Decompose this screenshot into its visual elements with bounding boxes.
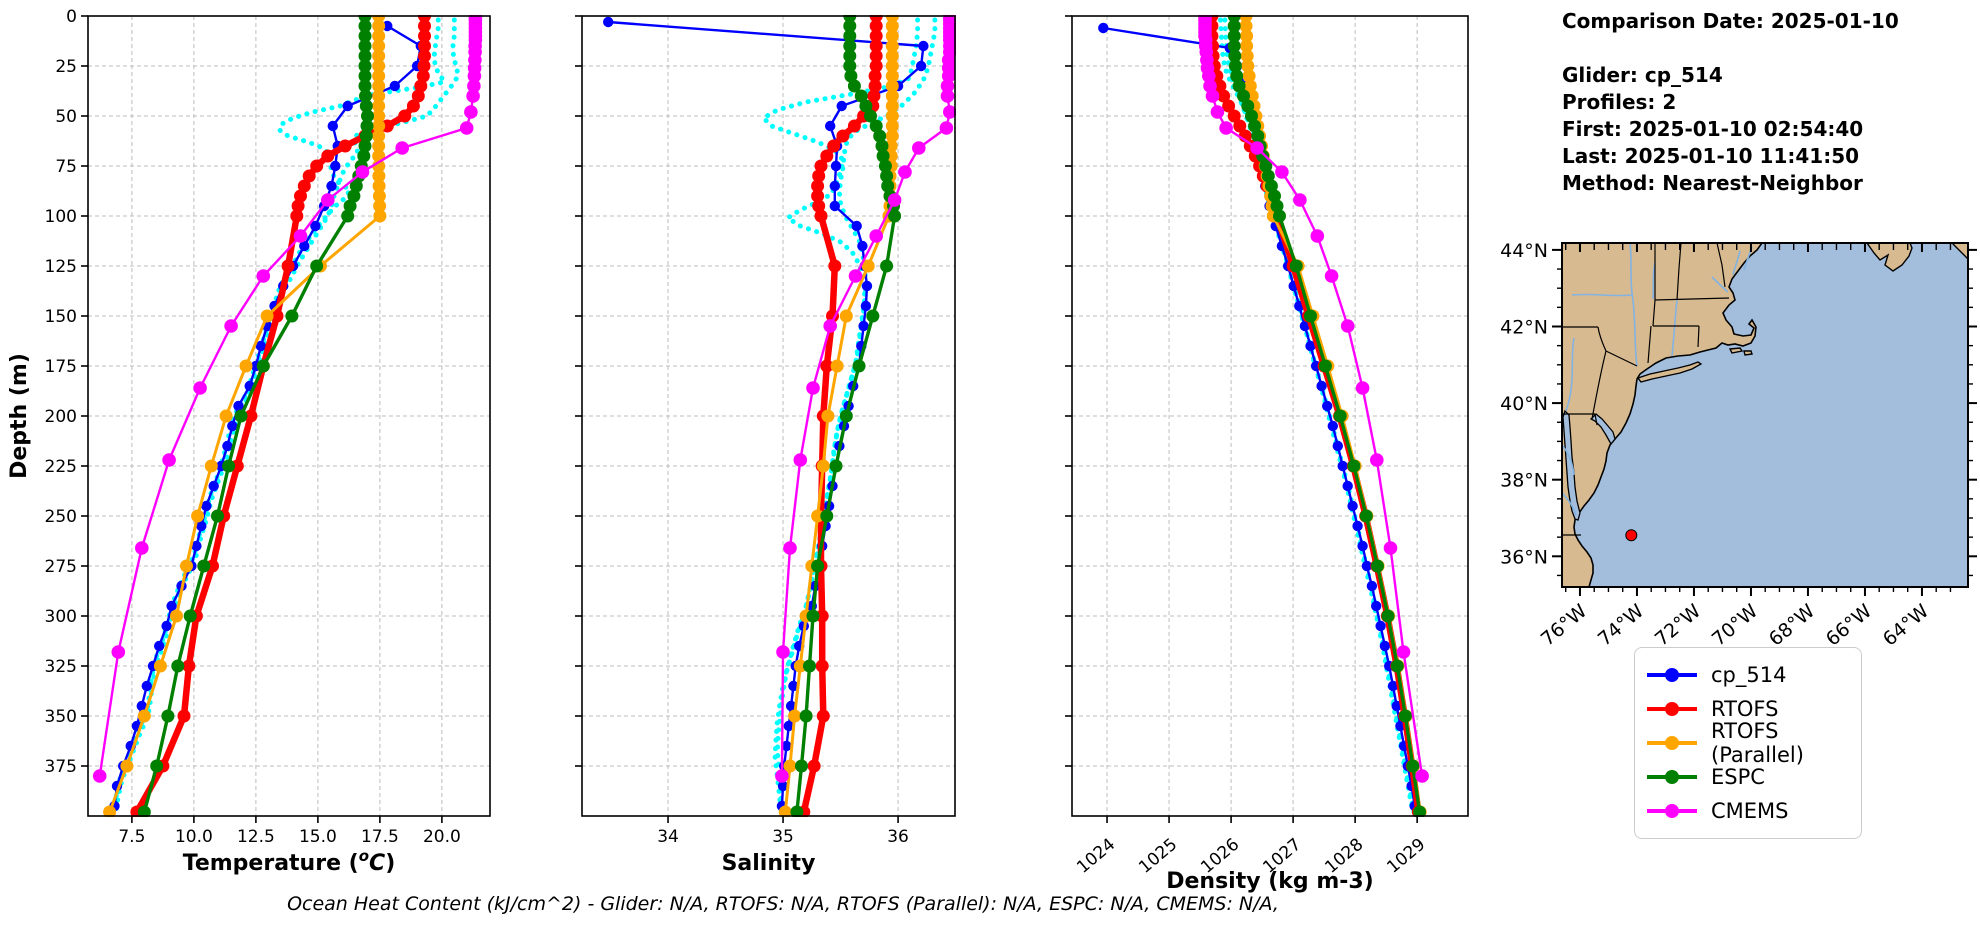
legend-item-espc: ESPC: [1647, 760, 1847, 794]
info-comparison-date: Comparison Date: 2025-01-10: [1562, 9, 1899, 33]
svg-text:175: 175: [45, 357, 77, 377]
svg-text:0: 0: [66, 7, 77, 27]
map-geography: [1562, 243, 1968, 587]
legend-item-glider: cp_514: [1647, 658, 1847, 692]
map-rivers: [1562, 243, 1753, 516]
legend-label: cp_514: [1711, 663, 1787, 687]
map-lat-label: 38°N: [1500, 470, 1548, 492]
map-lon-label: 72°W: [1651, 600, 1705, 651]
info-spacer: [1562, 35, 1962, 62]
depth-axis-label: Depth (m): [7, 353, 32, 479]
svg-text:36: 36: [887, 827, 909, 847]
svg-text:34: 34: [657, 827, 679, 847]
svg-text:10.0: 10.0: [175, 827, 213, 847]
info-panel: Comparison Date: 2025-01-10 Glider: cp_5…: [1562, 8, 1962, 197]
svg-text:17.5: 17.5: [361, 827, 399, 847]
svg-text:300: 300: [45, 607, 77, 627]
map-state-borders: [1562, 243, 1730, 536]
svg-text:1029: 1029: [1383, 835, 1429, 878]
ocean-heat-content-note: Ocean Heat Content (kJ/cm^2) - Glider: N…: [287, 893, 1279, 915]
info-glider: Glider: cp_514: [1562, 63, 1723, 87]
svg-text:125: 125: [45, 257, 77, 277]
salinity-panel: 34 35 36 Salinity: [575, 15, 956, 876]
legend-label: RTOFS: [1711, 697, 1779, 721]
info-first: First: 2025-01-10 02:54:40: [1562, 117, 1864, 141]
temperature-axis-label: Temperature (oC): [183, 847, 396, 876]
map-lat-label: 36°N: [1500, 546, 1548, 568]
svg-text:350: 350: [45, 707, 77, 727]
map-lon-label: 70°W: [1708, 600, 1762, 651]
legend-swatch-cmems: [1647, 802, 1697, 820]
map-islands: [1728, 347, 1753, 356]
svg-text:35: 35: [772, 827, 794, 847]
series-glider-raw-1: [112, 17, 447, 809]
legend-item-rtofs-parallel: RTOFS (Parallel): [1647, 719, 1847, 767]
legend-label: ESPC: [1711, 765, 1765, 789]
glider-location-marker: [1625, 529, 1638, 542]
density-axis-label: Density (kg m-3): [1166, 869, 1374, 894]
info-method: Method: Nearest-Neighbor: [1562, 171, 1863, 195]
temperature-panel: 7.5 10.0 12.5 15.0 17.5 20.0 0 25 50 75 100 125 150 1…: [7, 7, 491, 876]
legend-item-rtofs: RTOFS: [1647, 692, 1847, 726]
svg-text:100: 100: [45, 207, 77, 227]
map-land: [1562, 243, 1763, 587]
svg-text:25: 25: [55, 57, 77, 77]
map-long-island: [1636, 361, 1703, 383]
map-lat-label: 44°N: [1500, 240, 1548, 262]
svg-text:225: 225: [45, 457, 77, 477]
location-map: 44°N 42°N 40°N 38°N 36°N 76°W 74°W 72°W 70°W 68°W…: [1500, 240, 1977, 651]
map-frame: [1561, 242, 1969, 588]
svg-text:325: 325: [45, 657, 77, 677]
svg-text:150: 150: [45, 307, 77, 327]
map-delaware-bay: [1589, 413, 1616, 446]
salinity-axis-label: Salinity: [722, 851, 816, 876]
legend-swatch-rtofs-parallel: [1647, 734, 1697, 752]
series-glider-raw-2: [113, 17, 461, 815]
legend-label: RTOFS (Parallel): [1711, 719, 1804, 767]
svg-text:20.0: 20.0: [423, 827, 461, 847]
legend-swatch-espc: [1647, 768, 1697, 786]
map-lon-label: 76°W: [1537, 600, 1591, 651]
info-last: Last: 2025-01-10 11:41:50: [1562, 144, 1860, 168]
map-lat-label: 42°N: [1500, 316, 1548, 338]
legend-swatch-glider: [1647, 666, 1697, 684]
svg-text:15.0: 15.0: [299, 827, 337, 847]
map-corner-land: [1951, 243, 1968, 260]
svg-text:200: 200: [45, 407, 77, 427]
series-glider-raw-2: [1222, 17, 1416, 815]
map-lat-label: 40°N: [1500, 393, 1548, 415]
svg-text:375: 375: [45, 757, 77, 777]
profile-panels: 7.5 10.0 12.5 15.0 17.5 20.0 0 25 50 75 100 125 150 1…: [7, 7, 1469, 894]
legend: cp_514 RTOFS RTOFS (Parallel) ESPC CMEMS: [1634, 647, 1862, 839]
svg-text:75: 75: [55, 157, 77, 177]
svg-text:12.5: 12.5: [237, 827, 275, 847]
svg-text:7.5: 7.5: [118, 827, 145, 847]
svg-text:250: 250: [45, 507, 77, 527]
svg-text:1024: 1024: [1073, 835, 1119, 878]
svg-text:275: 275: [45, 557, 77, 577]
map-lon-label: 68°W: [1765, 600, 1819, 651]
info-profiles: Profiles: 2: [1562, 90, 1677, 114]
map-lon-label: 64°W: [1879, 600, 1933, 651]
map-lon-label: 74°W: [1594, 600, 1648, 651]
map-nova-scotia: [1866, 243, 1913, 272]
svg-text:50: 50: [55, 107, 77, 127]
legend-item-cmems: CMEMS: [1647, 794, 1847, 828]
legend-swatch-rtofs: [1647, 700, 1697, 718]
legend-label: CMEMS: [1711, 799, 1789, 823]
map-lon-label: 66°W: [1822, 600, 1876, 651]
